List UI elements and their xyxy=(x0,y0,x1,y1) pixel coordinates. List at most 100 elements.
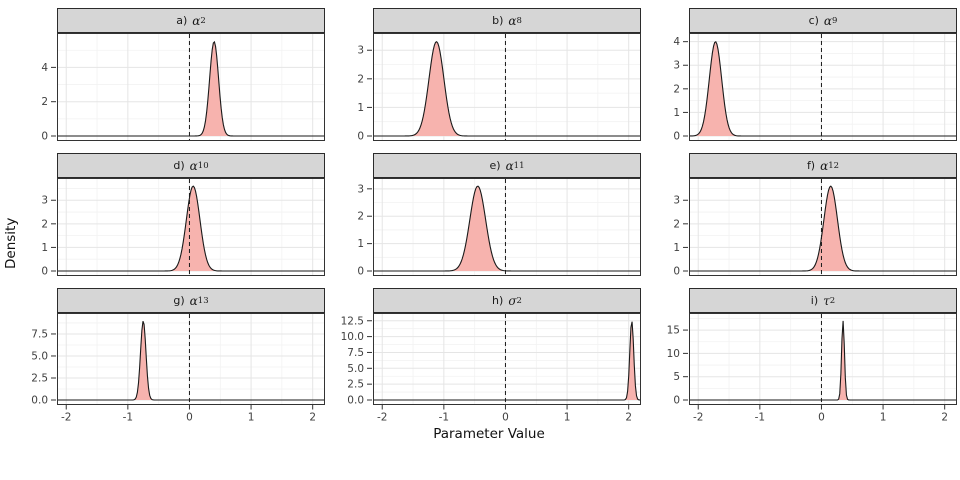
y-tick-label: 0 xyxy=(673,266,680,278)
y-tick-label: 7.5 xyxy=(31,328,48,340)
y-tick-label: 2 xyxy=(357,211,364,223)
facet-grid: a) α 2 0 2 4 b) α 8 0 1 2 3 c) α 9 0 1 2 3 4 d) α 10 0 1 2 3 e) α 11 0 1… xyxy=(21,8,957,424)
y-axis-alpha-9: 0 1 2 3 4 xyxy=(673,36,688,143)
density-area xyxy=(373,41,641,136)
panel-sigma-squared xyxy=(373,313,642,405)
facet-symbol-subscript: 10 xyxy=(197,160,209,171)
y-tick-label: 15 xyxy=(667,325,680,337)
facet-symbol: α xyxy=(505,158,514,173)
facet-symbol-superscript: 2 xyxy=(829,295,836,306)
panel-background xyxy=(689,33,957,141)
facet-symbol: α xyxy=(189,158,198,173)
y-tick-label: 7.5 xyxy=(347,347,364,359)
facet-symbol: α xyxy=(823,13,833,28)
panel-alpha-10 xyxy=(57,178,325,276)
y-tick-label: 2 xyxy=(357,73,364,85)
y-tick-label: 5.0 xyxy=(31,350,48,362)
y-tick-label: 0 xyxy=(41,131,48,143)
facet-alpha-11: e) α 11 0 1 2 3 xyxy=(337,153,641,278)
facet-strip-alpha-9: c) α 9 xyxy=(689,8,957,33)
density-outline xyxy=(689,320,957,401)
facet-index-label: f) xyxy=(806,159,816,172)
y-tick-label: 1 xyxy=(673,107,680,119)
facet-alpha-2: a) α 2 0 2 4 xyxy=(21,8,325,143)
facet-strip-alpha-12: f) α 12 xyxy=(689,153,957,178)
x-tick-label: -1 xyxy=(123,412,133,424)
y-axis-sigma-squared: 0.0 2.5 5.0 7.5 10.0 12.5 xyxy=(341,315,372,407)
y-tick-label: 3 xyxy=(357,183,364,195)
y-axis-alpha-12: 0 1 2 3 xyxy=(673,195,688,278)
panel-alpha-12 xyxy=(689,178,957,276)
y-tick-label: 0 xyxy=(357,266,364,278)
y-tick-label: 10.0 xyxy=(341,331,364,343)
panel-border xyxy=(689,313,957,405)
x-tick-label: -1 xyxy=(439,412,449,424)
y-tick-label: 0.0 xyxy=(347,395,364,407)
facet-alpha-9: c) α 9 0 1 2 3 4 xyxy=(653,8,957,143)
panel-background xyxy=(373,33,641,141)
x-tick-label: 2 xyxy=(941,412,948,424)
facet-alpha-12: f) α 12 0 1 2 3 xyxy=(653,153,957,278)
panel-border xyxy=(57,313,325,405)
panel-background xyxy=(689,313,957,405)
panel-border xyxy=(57,178,325,276)
y-tick-label: 0 xyxy=(357,131,364,143)
x-tick-label: -2 xyxy=(377,412,387,424)
x-tick-label: -1 xyxy=(755,412,765,424)
density-area xyxy=(689,41,957,136)
panel-border xyxy=(373,313,641,405)
y-tick-label: 0 xyxy=(41,266,48,278)
density-outline xyxy=(373,40,641,137)
facet-strip-alpha-8: b) α 8 xyxy=(373,8,641,33)
y-tick-label: 4 xyxy=(673,36,680,48)
facet-strip-alpha-13: g) α 13 xyxy=(57,288,325,313)
x-tick-label: 2 xyxy=(625,412,632,424)
y-tick-label: 1 xyxy=(357,102,364,114)
facet-strip-alpha-2: a) α 2 xyxy=(57,8,325,33)
density-outline xyxy=(373,321,642,401)
facet-symbol-subscript: 2 xyxy=(200,15,206,26)
panel-border xyxy=(373,33,641,141)
panel-border xyxy=(689,178,957,276)
panel-alpha-2 xyxy=(57,33,325,141)
panel-alpha-8 xyxy=(373,33,641,141)
x-tick-label: 0 xyxy=(186,412,193,424)
facet-symbol-superscript: 2 xyxy=(516,295,522,306)
density-area xyxy=(57,186,325,271)
y-tick-label: 5.0 xyxy=(347,363,364,375)
density-outline xyxy=(373,185,641,272)
panel-alpha-9 xyxy=(688,33,957,141)
y-axis-title: Density xyxy=(3,217,19,269)
y-tick-label: 5 xyxy=(673,371,680,383)
y-tick-label: 2 xyxy=(673,218,680,230)
x-axis-sigma-squared: -2 -1 0 1 2 xyxy=(377,405,632,424)
y-axis-alpha-10: 0 1 2 3 xyxy=(41,195,56,278)
facet-tau-squared: i) τ 2 0 5 10 15 -2 -1 0 1 2 xyxy=(653,288,957,424)
facet-symbol: α xyxy=(820,158,829,173)
y-tick-label: 0 xyxy=(673,131,680,143)
facet-symbol: α xyxy=(192,13,201,28)
facet-index-label: b) xyxy=(492,14,504,27)
facet-symbol: τ xyxy=(823,293,830,308)
x-axis-alpha-13: -2 -1 0 1 2 xyxy=(61,405,316,424)
facet-index-label: c) xyxy=(808,14,819,27)
panel-alpha-13 xyxy=(57,313,325,405)
density-outline xyxy=(689,185,957,272)
facet-sigma-squared: h) σ 2 0.0 2.5 5.0 7.5 10.0 12.5 -2 -1 0 1 2 xyxy=(337,288,642,424)
facet-index-label: a) xyxy=(176,14,188,27)
y-axis-alpha-11: 0 1 2 3 xyxy=(357,183,372,278)
facet-strip-tau-squared: i) τ 2 xyxy=(689,288,957,313)
facet-symbol-subscript: 8 xyxy=(516,15,522,26)
y-axis-alpha-8: 0 1 2 3 xyxy=(357,45,372,143)
y-tick-label: 2 xyxy=(673,83,680,95)
y-tick-label: 3 xyxy=(673,195,680,207)
panel-tau-squared xyxy=(689,313,957,405)
facet-symbol-subscript: 12 xyxy=(828,160,840,171)
y-tick-label: 2 xyxy=(41,96,48,108)
facet-symbol: α xyxy=(189,293,198,308)
y-tick-label: 2.5 xyxy=(347,379,364,391)
y-tick-label: 1 xyxy=(357,238,364,250)
density-outline xyxy=(57,185,325,272)
density-outline xyxy=(688,40,957,137)
